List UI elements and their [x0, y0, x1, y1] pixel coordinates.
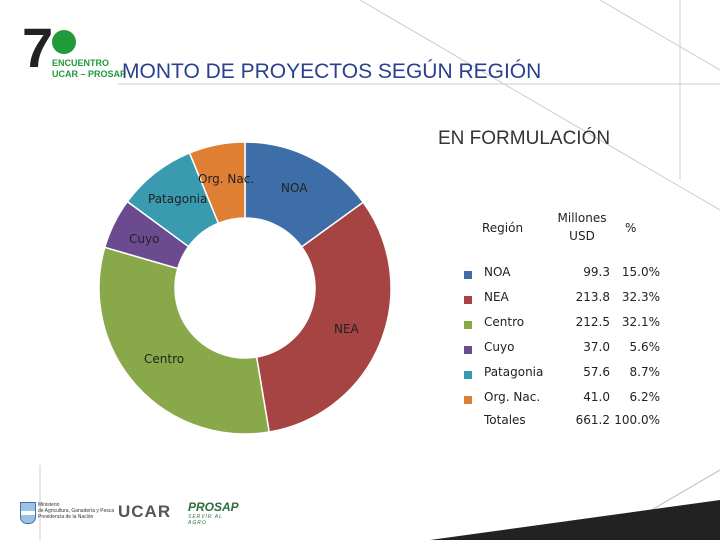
header-pct: % — [625, 221, 637, 235]
table-header: Región Millones USD % — [460, 205, 700, 263]
row-pct: 6.2% — [629, 390, 661, 404]
logo-line-1: ENCUENTRO — [52, 58, 110, 68]
donut-slice-centro — [98, 246, 271, 435]
row-pct: 8.7% — [629, 365, 661, 379]
row-pct: 15.0% — [621, 265, 660, 279]
chart-subtitle: EN FORMULACIÓN — [438, 128, 611, 149]
slice-label-nea: NEA — [334, 322, 359, 336]
donut-slice-nea — [255, 201, 392, 433]
legend-swatch — [464, 371, 472, 379]
table-row: Cuyo 37.0 5.6% — [460, 338, 700, 363]
legend-swatch — [464, 271, 472, 279]
ministry-line-1: Ministerio — [38, 502, 60, 508]
logo-dot — [52, 30, 76, 54]
header-amount-2: USD — [569, 229, 595, 243]
legend-swatch — [464, 346, 472, 354]
row-pct: 32.3% — [621, 290, 660, 304]
total-pct: 100.0% — [614, 413, 660, 427]
region-table: Región Millones USD % NOA 99.3 15.0% NEA 213… — [460, 205, 700, 438]
legend-swatch — [464, 296, 472, 304]
row-region: Cuyo — [484, 340, 515, 354]
header-region: Región — [482, 221, 524, 235]
slice-label-org-nac: Org. Nac. — [198, 172, 255, 186]
prosap-tagline: SERVIR AL AGRO — [188, 514, 223, 526]
event-logo: 7 ENCUENTRO UCAR – PROSAP — [22, 20, 126, 84]
slice-label-cuyo: Cuyo — [129, 232, 160, 246]
row-pct: 32.1% — [621, 315, 660, 329]
shield-icon — [20, 502, 36, 524]
row-value: 212.5 — [575, 315, 610, 329]
row-value: 37.0 — [583, 340, 610, 354]
prosap-logo: PROSAP SERVIR AL AGRO — [188, 500, 239, 526]
table-row: Org. Nac. 41.0 6.2% — [460, 388, 700, 413]
page-title: MONTO DE PROYECTOS SEGÚN REGIÓN — [122, 60, 542, 83]
legend-swatch — [464, 396, 472, 404]
donut-slice-org-nac — [188, 141, 246, 225]
row-region: Patagonia — [484, 365, 544, 379]
legend-swatch — [464, 321, 472, 329]
row-pct: 5.6% — [629, 340, 661, 354]
ministry-line-2: de Agricultura, Ganadería y Pesca — [38, 508, 115, 514]
table-row: NOA 99.3 15.0% — [460, 263, 700, 288]
prosap-text: PROSAP — [188, 500, 239, 514]
row-value: 41.0 — [583, 390, 610, 404]
total-label: Totales — [484, 413, 526, 427]
row-region: NEA — [484, 290, 509, 304]
row-region: Centro — [484, 315, 525, 329]
logo-number: 7 — [22, 16, 54, 79]
header-amount-1: Millones — [557, 211, 607, 225]
slice-label-centro: Centro — [144, 352, 185, 366]
table-total-row: Totales 661.2 100.0% — [460, 413, 700, 438]
row-region: Org. Nac. — [484, 390, 541, 404]
table-row: Centro 212.5 32.1% — [460, 313, 700, 338]
table-row: Patagonia 57.6 8.7% — [460, 363, 700, 388]
ucar-logo: UCAR — [118, 502, 172, 521]
total-value: 661.2 — [575, 413, 610, 427]
table-row: NEA 213.8 32.3% — [460, 288, 700, 313]
row-region: NOA — [484, 265, 511, 279]
slice-label-noa: NOA — [281, 181, 308, 195]
row-value: 213.8 — [575, 290, 610, 304]
ministry-line-3: Presidencia de la Nación — [38, 514, 94, 520]
row-value: 57.6 — [583, 365, 610, 379]
slice-label-patagonia: Patagonia — [148, 192, 208, 206]
row-value: 99.3 — [583, 265, 610, 279]
logo-line-2: UCAR – PROSAP — [52, 69, 127, 79]
